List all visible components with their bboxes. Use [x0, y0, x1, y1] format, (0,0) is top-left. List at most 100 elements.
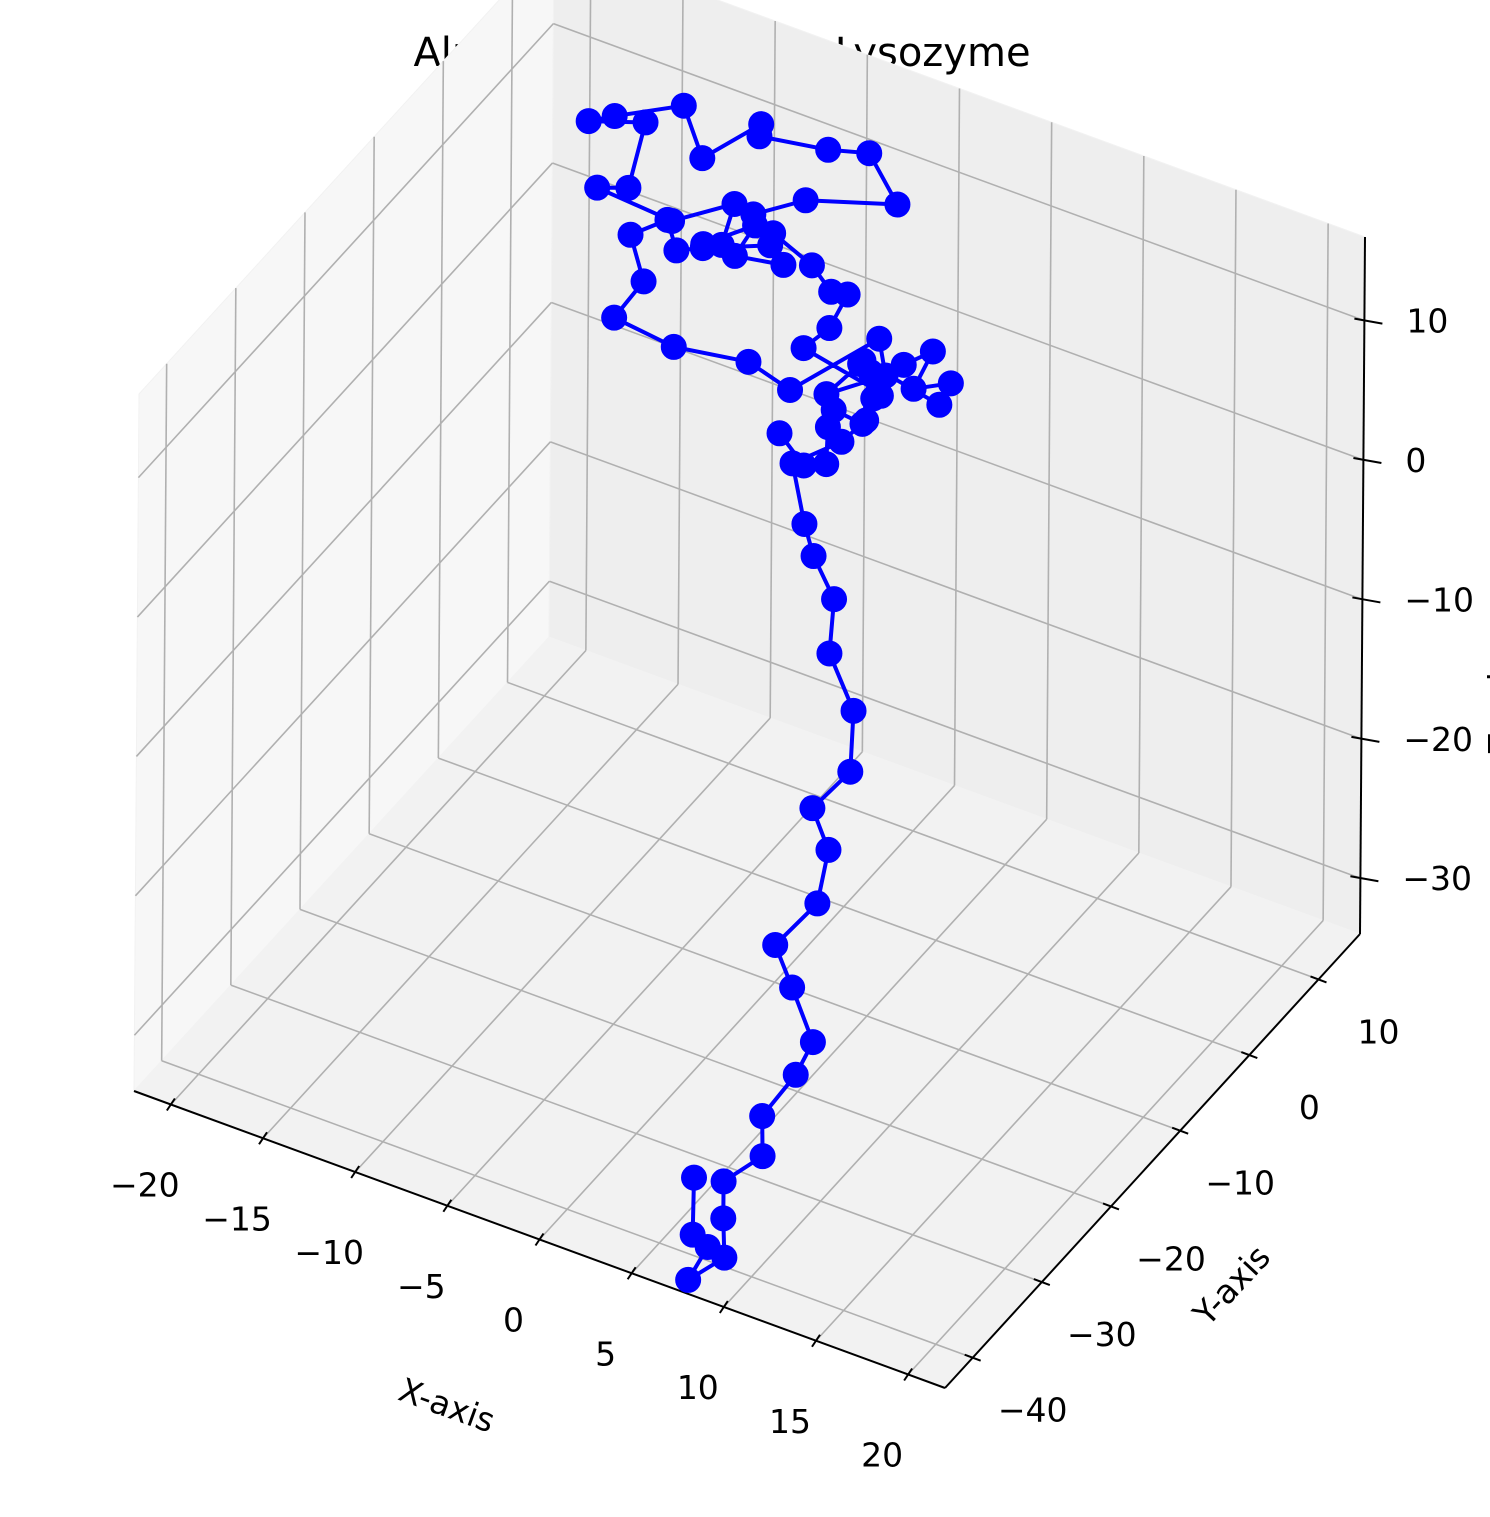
x-tick-label: 20: [861, 1436, 903, 1475]
data-point: [735, 348, 762, 375]
data-point: [791, 510, 818, 537]
x-tick: [258, 1131, 268, 1145]
z-gridline-back: [552, 162, 1364, 461]
data-point: [760, 220, 787, 247]
data-point: [777, 376, 804, 403]
x-tick: [903, 1367, 913, 1382]
data-point: [856, 140, 883, 167]
data-point: [721, 242, 748, 269]
x-tick-label: 10: [677, 1368, 719, 1407]
z-tick: [1350, 875, 1379, 883]
data-point: [790, 335, 817, 362]
data-point: [900, 375, 927, 402]
x-gridline-floor: [262, 683, 679, 1139]
data-point: [828, 428, 855, 455]
y-gridline-left: [437, 61, 445, 759]
y-tick-label: 0: [1299, 1088, 1320, 1127]
data-point: [762, 931, 789, 958]
x-gridline-floor: [907, 919, 1324, 1376]
data-point: [834, 281, 861, 308]
z-gridline-back: [549, 580, 1361, 879]
data-point: [710, 1205, 737, 1232]
data-point: [815, 836, 842, 863]
data-point: [575, 108, 602, 135]
x-gridline-floor: [723, 852, 1140, 1308]
y-gridline-floor: [161, 1059, 973, 1359]
data-point: [659, 207, 686, 234]
left-pane: [133, 0, 555, 1093]
data-point: [779, 974, 806, 1001]
series-line: [586, 103, 953, 1282]
x-gridline-floor: [446, 751, 863, 1207]
y-gridline-floor: [299, 908, 1112, 1208]
x-tick: [442, 1199, 453, 1213]
y-tick: [1240, 1051, 1258, 1060]
data-point: [689, 145, 716, 172]
data-point: [816, 640, 843, 667]
data-point: [663, 237, 690, 264]
y-gridline-floor: [507, 681, 1319, 981]
x-gridline-back: [1230, 189, 1237, 887]
data-point: [799, 1029, 826, 1056]
data-point: [840, 697, 867, 724]
data-point: [804, 890, 831, 917]
data-point: [749, 1103, 776, 1130]
y-tick-label: −10: [1205, 1164, 1275, 1203]
x-tick: [626, 1266, 637, 1280]
data-point: [919, 338, 946, 365]
data-point: [710, 1168, 737, 1195]
x-axis-label: X-axis: [394, 1370, 500, 1441]
data-point: [800, 543, 827, 570]
z-axis-line: [1359, 236, 1366, 935]
axis-lines: [133, 236, 1383, 1389]
y-tick: [1102, 1202, 1120, 1211]
data-point: [799, 795, 826, 822]
y-tick: [1171, 1126, 1189, 1135]
z-tick: [1354, 317, 1383, 325]
data-point: [782, 1061, 809, 1088]
x-tick-label: 0: [503, 1301, 524, 1340]
x-gridline-back: [1045, 122, 1053, 820]
x-tick-label: −5: [397, 1267, 446, 1306]
data-point: [721, 190, 748, 217]
data-point: [770, 251, 797, 278]
data-point: [884, 191, 911, 218]
x-tick-label: −10: [294, 1233, 364, 1272]
z-gridline-left: [137, 23, 554, 479]
y-tick: [1033, 1278, 1051, 1287]
z-gridline-left: [135, 301, 552, 757]
z-gridline-left: [133, 580, 550, 1036]
data-point: [937, 370, 964, 397]
z-tick-label: −30: [1402, 859, 1472, 898]
data-point: [617, 221, 644, 248]
y-tick-label: −20: [1136, 1239, 1206, 1278]
x-gridline-floor: [538, 784, 956, 1241]
z-tick: [1352, 596, 1381, 604]
data-point: [632, 109, 659, 136]
z-tick: [1351, 735, 1380, 743]
z-tick-label: −10: [1404, 580, 1474, 619]
x-gridline-back: [953, 88, 961, 786]
x-gridline-floor: [354, 717, 771, 1173]
z-tick: [1353, 457, 1382, 465]
y-gridline-left: [160, 363, 168, 1061]
y-tick: [1310, 975, 1327, 984]
data-point: [821, 586, 848, 613]
data-series: [575, 92, 964, 1293]
x-tick-label: 5: [595, 1334, 616, 1373]
data-point: [601, 103, 628, 130]
z-gridline-back: [550, 441, 1362, 740]
z-gridline-back: [551, 301, 1363, 601]
y-axis-line: [944, 933, 1361, 1389]
data-point: [853, 407, 880, 434]
x-gridline-back: [1322, 223, 1329, 921]
z-gridline-left: [134, 441, 551, 897]
y-tick: [964, 1353, 982, 1362]
data-point: [630, 268, 657, 295]
data-point: [690, 231, 717, 258]
data-point: [615, 174, 642, 201]
x-gridline-back: [1138, 155, 1145, 854]
z-tick-label: −20: [1403, 720, 1473, 759]
data-point: [813, 451, 840, 478]
